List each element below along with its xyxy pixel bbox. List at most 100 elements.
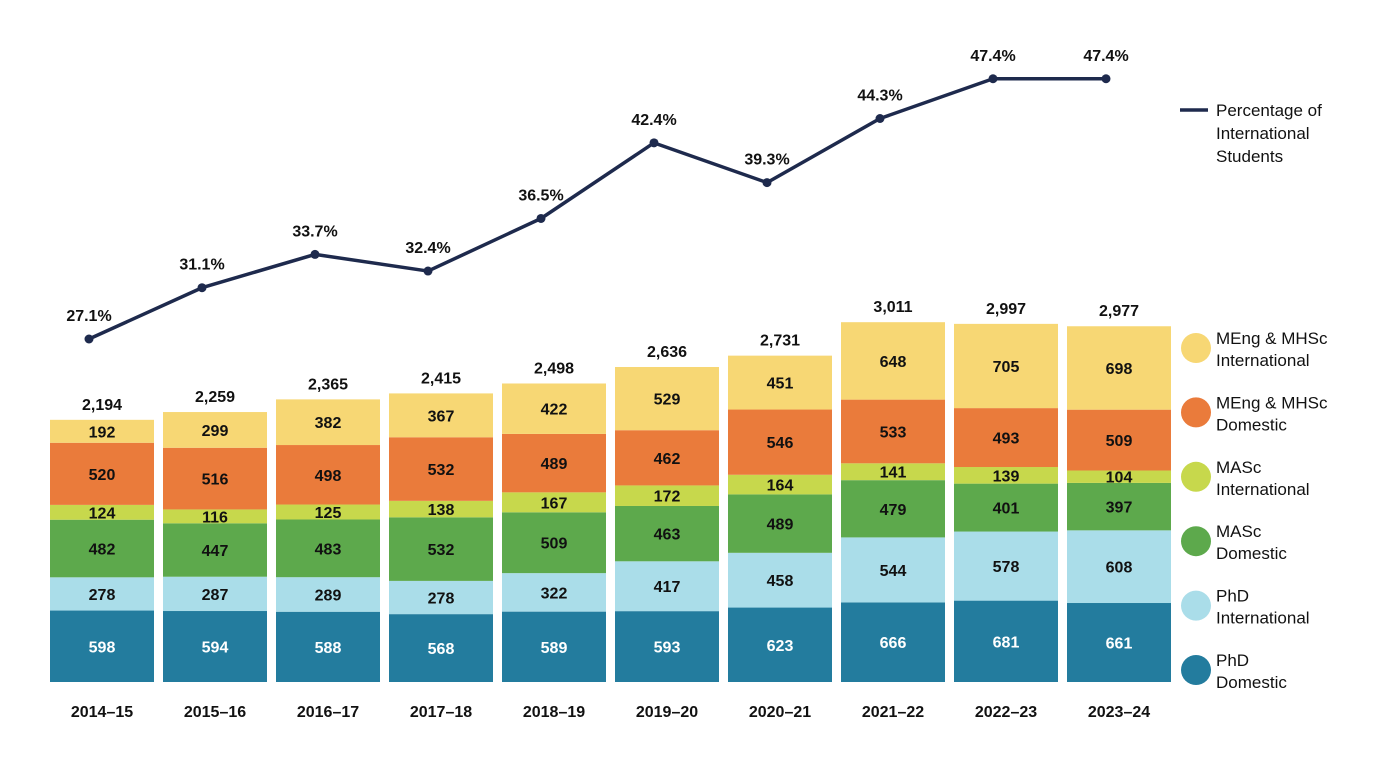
- bar-segment-phd-domestic-6: [728, 607, 832, 682]
- percentage-point: [84, 334, 94, 344]
- legend-label: MASc: [1216, 458, 1262, 477]
- segment-value-label: 589: [541, 640, 568, 657]
- percentage-label: 33.7%: [292, 223, 337, 240]
- bar-total-label: 2,977: [1099, 303, 1139, 320]
- bar-segment-phd-international-0: [50, 577, 154, 611]
- bar-segment-masc-international-6: [728, 474, 832, 495]
- bar-segment-masc-domestic-0: [50, 519, 154, 578]
- percentage-point: [197, 283, 207, 293]
- segment-value-label: 479: [880, 502, 907, 519]
- bar-segment-masc-domestic-1: [163, 523, 267, 577]
- percentage-point: [875, 113, 885, 123]
- segment-value-label: 483: [315, 541, 342, 558]
- percentage-label: 27.1%: [66, 308, 111, 325]
- segment-value-label: 578: [993, 559, 1020, 576]
- segment-value-label: 167: [541, 495, 568, 512]
- x-tick-label: 2017–18: [410, 704, 472, 721]
- bar-total-label: 2,636: [647, 344, 687, 361]
- bar-segment-masc-international-4: [502, 492, 606, 513]
- bar-segment-meng-mhsc-domestic-2: [276, 445, 380, 505]
- bar-segment-masc-international-8: [954, 467, 1058, 484]
- bar-segment-phd-international-3: [389, 580, 493, 615]
- segment-value-label: 516: [202, 472, 229, 489]
- bar-segment-meng-mhsc-domestic-0: [50, 442, 154, 505]
- segment-value-label: 498: [315, 468, 342, 485]
- bar-total-label: 2,365: [308, 376, 348, 393]
- x-tick-label: 2019–20: [636, 704, 698, 721]
- segment-value-label: 482: [89, 542, 116, 559]
- bar-segment-meng-mhsc-domestic-9: [1067, 409, 1171, 471]
- segment-value-label: 533: [880, 424, 907, 441]
- percentage-label: 44.3%: [857, 87, 902, 104]
- percentage-label: 39.3%: [744, 152, 789, 169]
- bar-segment-masc-international-1: [163, 509, 267, 524]
- bar-segment-meng-mhsc-domestic-8: [954, 408, 1058, 468]
- bar-total-label: 2,498: [534, 360, 574, 377]
- segment-value-label: 529: [654, 392, 681, 409]
- bar-segment-phd-international-6: [728, 552, 832, 608]
- segment-value-label: 489: [541, 456, 568, 473]
- bar-segment-meng-mhsc-international-1: [163, 412, 267, 448]
- segment-value-label: 493: [993, 431, 1020, 448]
- percentage-point: [1101, 74, 1111, 84]
- bar-segment-phd-domestic-1: [163, 611, 267, 682]
- segment-value-label: 520: [89, 467, 116, 484]
- percentage-line: [88, 77, 1106, 341]
- segment-value-label: 608: [1106, 560, 1133, 577]
- segment-value-label: 278: [89, 587, 116, 604]
- legend-line-label: Students: [1216, 147, 1283, 166]
- percentage-point: [988, 74, 998, 84]
- segment-value-label: 139: [993, 468, 1020, 485]
- segment-value-label: 447: [202, 543, 229, 560]
- segment-value-label: 509: [541, 536, 568, 553]
- percentage-label: 47.4%: [970, 48, 1015, 65]
- legend-label: MEng & MHSc: [1216, 393, 1328, 412]
- percentage-label: 47.4%: [1083, 48, 1128, 65]
- percentage-point: [762, 178, 772, 188]
- bar-total-label: 2,731: [760, 333, 800, 350]
- bar-segment-masc-international-5: [615, 485, 719, 506]
- legend-swatch: [1181, 526, 1211, 557]
- legend-swatch: [1181, 655, 1211, 685]
- segment-value-label: 116: [202, 509, 228, 526]
- segment-value-label: 382: [315, 415, 342, 432]
- legend-label: International: [1216, 480, 1310, 499]
- segment-value-label: 532: [428, 462, 455, 479]
- bar-segment-meng-mhsc-international-2: [276, 399, 380, 446]
- segment-value-label: 661: [1106, 636, 1133, 653]
- bar-total-label: 3,011: [873, 299, 912, 316]
- legend-label: Domestic: [1216, 544, 1287, 563]
- segment-value-label: 463: [654, 527, 681, 544]
- bar-segment-phd-domestic-2: [276, 611, 380, 682]
- legend-label: Domestic: [1216, 673, 1287, 692]
- bar-segment-meng-mhsc-international-3: [389, 393, 493, 438]
- percentage-label: 42.4%: [631, 112, 676, 129]
- bar-segment-masc-domestic-7: [841, 480, 945, 538]
- bar-segment-meng-mhsc-domestic-1: [163, 447, 267, 510]
- legend-label: International: [1216, 351, 1310, 370]
- segment-value-label: 192: [89, 424, 116, 441]
- bar-segment-masc-international-9: [1067, 470, 1171, 483]
- segment-value-label: 104: [1106, 470, 1133, 487]
- bar-segment-meng-mhsc-domestic-4: [502, 433, 606, 493]
- segment-value-label: 588: [315, 640, 342, 657]
- bar-segment-masc-international-7: [841, 463, 945, 481]
- bar-segment-meng-mhsc-domestic-6: [728, 409, 832, 475]
- segment-value-label: 568: [428, 641, 455, 658]
- x-tick-label: 2022–23: [975, 704, 1037, 721]
- segment-value-label: 648: [880, 354, 907, 371]
- x-tick-label: 2016–17: [297, 704, 359, 721]
- legend-swatch: [1181, 397, 1211, 428]
- segment-value-label: 546: [767, 435, 794, 452]
- segment-value-label: 698: [1106, 361, 1133, 378]
- segment-value-label: 287: [202, 587, 229, 604]
- bar-segment-meng-mhsc-international-5: [615, 366, 719, 431]
- bar-segment-phd-international-2: [276, 577, 380, 612]
- segment-value-label: 462: [654, 451, 681, 468]
- segment-value-label: 417: [654, 579, 681, 596]
- segment-value-label: 544: [880, 563, 907, 580]
- legend-label: PhD: [1216, 587, 1249, 606]
- x-tick-label: 2018–19: [523, 704, 585, 721]
- segment-value-label: 367: [428, 408, 455, 425]
